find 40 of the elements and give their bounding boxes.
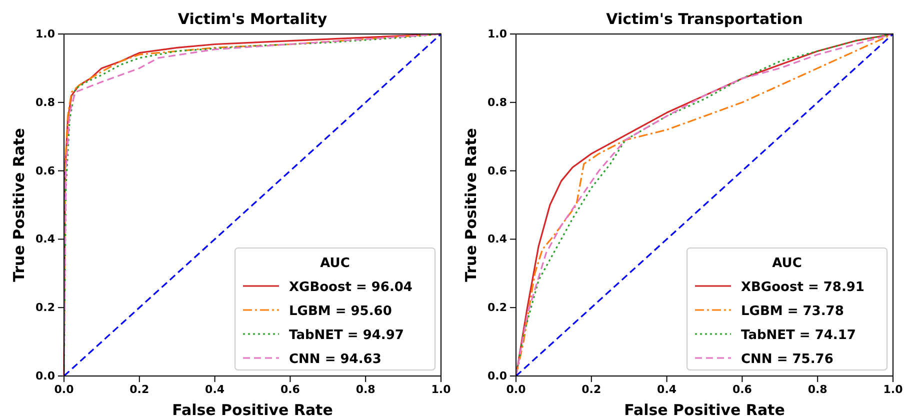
- x-tick-label: 0.6: [280, 382, 300, 396]
- legend-label: TabNET = 94.97: [289, 328, 404, 343]
- chart-title: Victim's Mortality: [178, 10, 328, 28]
- x-tick-label: 0.0: [506, 382, 526, 396]
- legend-label: TabNET = 74.17: [741, 328, 856, 343]
- legend-label: LGBM = 95.60: [289, 304, 392, 319]
- x-tick-label: 0.2: [582, 382, 602, 396]
- x-axis-title: False Positive Rate: [172, 401, 333, 419]
- y-tick-label: 1.0: [488, 28, 508, 41]
- x-axis-title: False Positive Rate: [624, 401, 785, 419]
- x-tick-label: 0.2: [130, 382, 150, 396]
- legend-label: XBGoost = 78.91: [741, 280, 864, 295]
- x-tick-label: 0.4: [205, 382, 225, 396]
- y-tick-label: 0.8: [36, 96, 55, 109]
- legend-label: LGBM = 73.78: [741, 304, 844, 319]
- y-tick-label: 0.0: [36, 370, 56, 383]
- x-tick-label: 0.6: [732, 382, 752, 396]
- x-tick-label: 1.0: [431, 382, 452, 396]
- y-tick-label: 0.4: [36, 232, 56, 246]
- y-tick-label: 0.4: [488, 232, 508, 246]
- y-tick-label: 0.6: [36, 164, 56, 178]
- y-tick-label: 0.8: [488, 96, 507, 109]
- legend-title: AUC: [320, 256, 350, 271]
- y-tick-label: 0.2: [36, 301, 55, 314]
- x-tick-label: 0.8: [356, 382, 376, 396]
- legend-label: CNN = 94.63: [289, 352, 382, 367]
- legend-label: CNN = 75.76: [741, 352, 834, 367]
- y-axis-title: True Positive Rate: [462, 128, 480, 282]
- chart-title: Victim's Transportation: [606, 10, 803, 28]
- x-tick-label: 0.4: [657, 382, 677, 396]
- y-axis-title: True Positive Rate: [10, 128, 28, 282]
- legend-title: AUC: [772, 256, 802, 271]
- x-tick-label: 1.0: [883, 382, 904, 396]
- legend-label: XGBoost = 96.04: [289, 280, 412, 295]
- y-tick-label: 0.2: [488, 301, 507, 314]
- x-tick-label: 0.8: [808, 382, 828, 396]
- x-tick-label: 0.0: [54, 382, 74, 396]
- y-tick-label: 0.6: [488, 164, 508, 178]
- y-tick-label: 0.0: [488, 370, 508, 383]
- y-tick-label: 1.0: [36, 28, 56, 41]
